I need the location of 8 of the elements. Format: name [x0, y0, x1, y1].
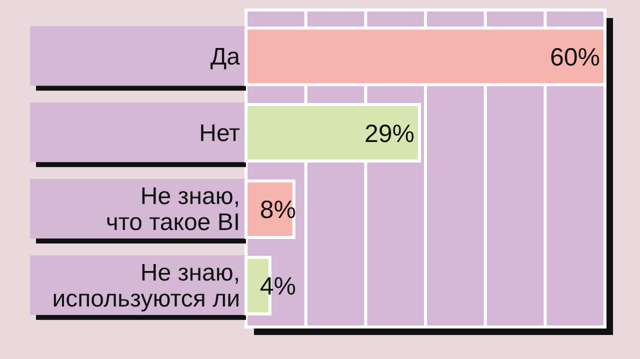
data-label: 8%	[260, 196, 296, 224]
data-label: 29%	[364, 120, 415, 148]
y-tick-label: Нет	[199, 120, 240, 147]
data-label: 60%	[550, 43, 600, 72]
data-label: 4%	[260, 272, 296, 301]
y-tick-label: Да	[210, 43, 241, 70]
y-tick-label: Не знаю, используются ли	[52, 260, 240, 313]
y-tick-label: Не знаю, что такое BI	[106, 183, 240, 236]
